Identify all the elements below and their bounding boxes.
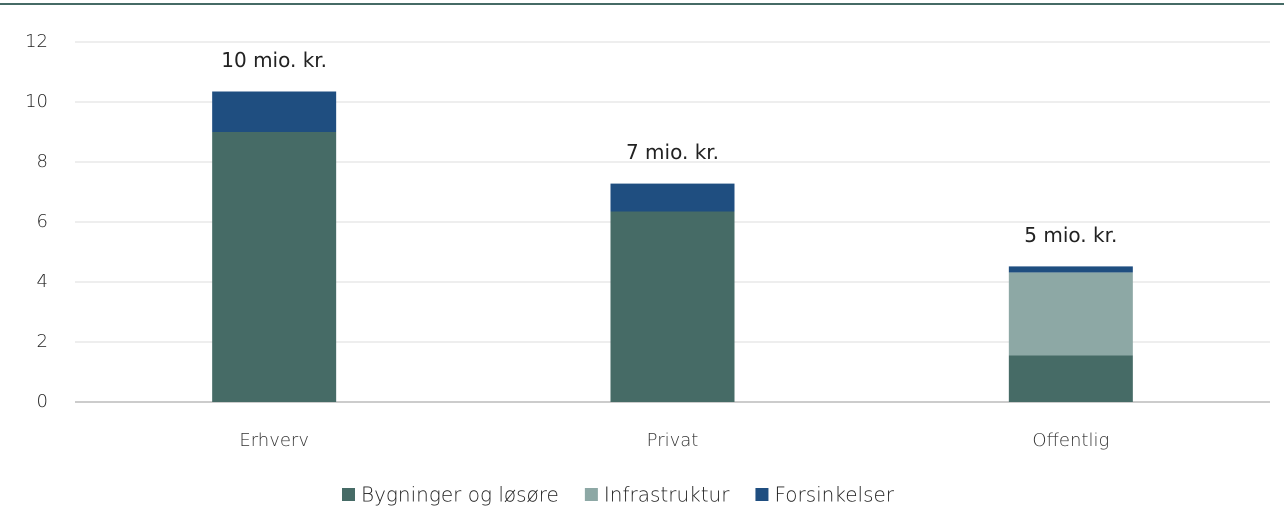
legend-label: Infrastruktur: [604, 483, 730, 507]
legend-swatch: [584, 488, 598, 501]
legend-label: Bygninger og løsøre: [361, 483, 559, 507]
y-tick-label: 8: [37, 151, 48, 172]
total-label: 10 mio. kr.: [221, 48, 327, 72]
bar-segment: [1008, 272, 1133, 356]
y-tick-label: 12: [25, 31, 48, 52]
bar-segment: [1008, 266, 1133, 273]
y-tick-label: 4: [37, 271, 48, 292]
legend-label: Forsinkelser: [774, 483, 894, 507]
bar-segment: [212, 132, 337, 402]
legend-swatch: [342, 488, 355, 501]
bar-segment: [610, 183, 735, 212]
legend-swatch: [755, 488, 769, 501]
x-tick-label: Privat: [647, 430, 699, 451]
y-tick-label: 10: [25, 91, 48, 112]
y-tick-label: 6: [37, 211, 48, 232]
bar-segment: [610, 211, 735, 402]
total-label: 7 mio. kr.: [626, 140, 719, 164]
bar-segment: [212, 91, 337, 132]
bar-segment: [1008, 355, 1133, 402]
x-tick-label: Erhverv: [239, 430, 309, 451]
x-tick-label: Offentlig: [1032, 430, 1109, 451]
total-label: 5 mio. kr.: [1024, 223, 1117, 247]
y-tick-label: 2: [37, 331, 48, 352]
y-tick-label: 0: [37, 391, 48, 412]
